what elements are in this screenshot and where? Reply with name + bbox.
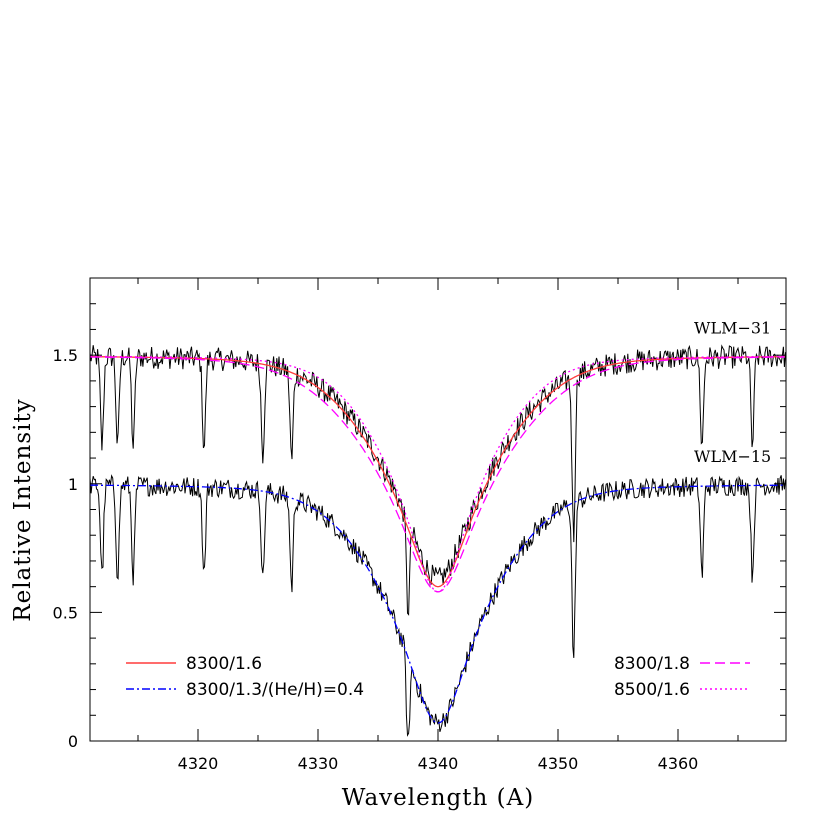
model-curve-3 bbox=[90, 355, 785, 593]
axis-ticks bbox=[90, 278, 786, 741]
legend-label-right-1: 8500/1.6 bbox=[614, 680, 690, 700]
model-curve-4 bbox=[90, 484, 785, 724]
x-axis-title: Wavelength (A) bbox=[342, 785, 534, 811]
tick-labels: 4320 4330 4340 4350 4360 0 0.5 1 1.5 bbox=[53, 346, 699, 773]
annotations: WLM−31 WLM−15 bbox=[694, 318, 771, 466]
y-tick-label: 0.5 bbox=[53, 603, 78, 622]
x-tick-label: 4340 bbox=[418, 754, 459, 773]
legend-label-right-0: 8300/1.8 bbox=[614, 654, 690, 674]
x-tick-label: 4350 bbox=[538, 754, 579, 773]
model-fits bbox=[90, 355, 785, 724]
spectrum-label-2: WLM−15 bbox=[694, 447, 771, 466]
x-tick-label: 4360 bbox=[658, 754, 699, 773]
observed-spectra bbox=[89, 344, 786, 737]
legend-label-left-0: 8300/1.6 bbox=[186, 654, 262, 674]
y-tick-label: 1.5 bbox=[53, 346, 78, 365]
legend-label-left-1: 8300/1.3/(He/H)=0.4 bbox=[186, 680, 364, 700]
y-axis-title: Relative Intensity bbox=[10, 398, 36, 621]
spectrum-label-1: WLM−31 bbox=[694, 318, 771, 337]
legend: 8300/1.6 8300/1.3/(He/H)=0.4 8300/1.8 8500/… bbox=[126, 654, 750, 700]
x-tick-label: 4330 bbox=[298, 754, 339, 773]
model-curve-1 bbox=[90, 356, 785, 588]
x-tick-label: 4320 bbox=[178, 754, 219, 773]
y-tick-label: 1 bbox=[68, 475, 78, 494]
y-tick-label: 0 bbox=[68, 732, 78, 751]
observed-spectrum-1 bbox=[89, 344, 786, 616]
observed-spectrum-2 bbox=[89, 474, 786, 737]
